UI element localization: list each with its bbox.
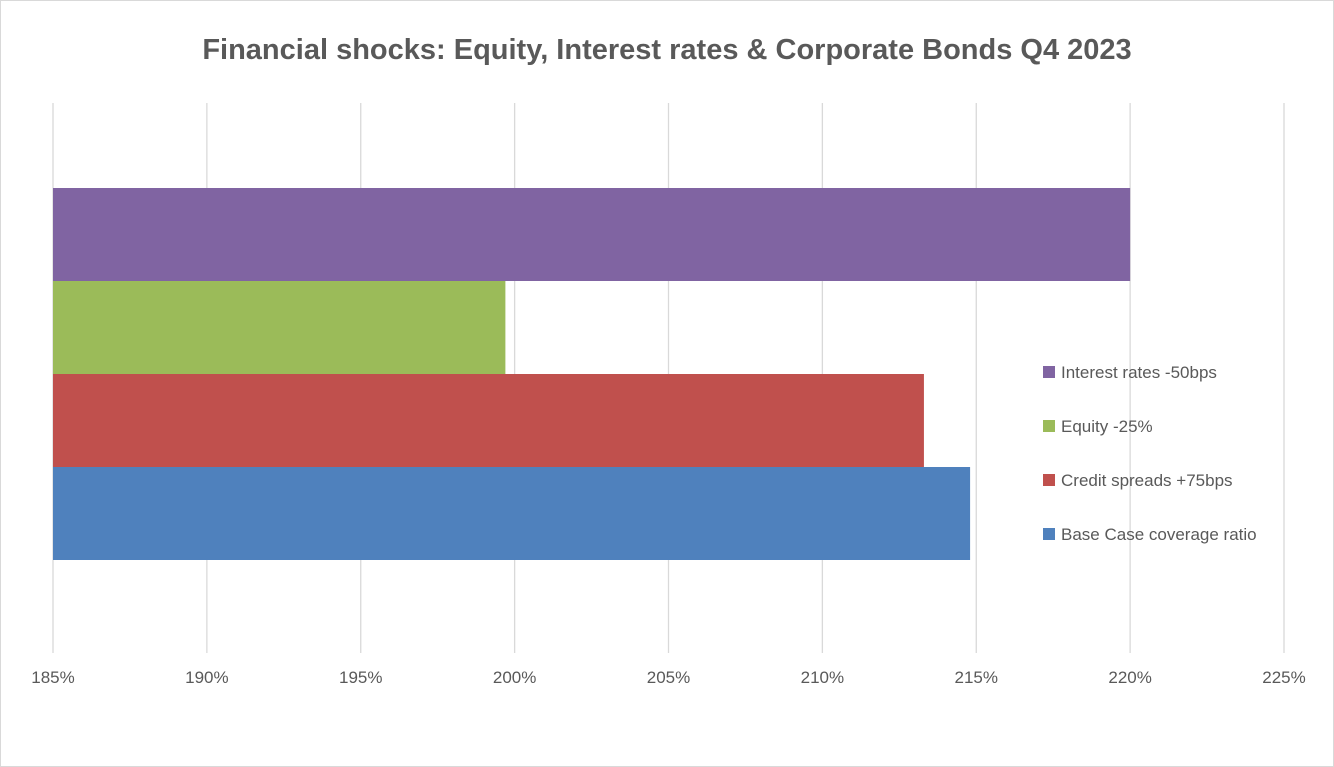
legend: Interest rates -50bps Equity -25% Credit s…	[1043, 363, 1257, 544]
legend-swatch	[1043, 474, 1055, 486]
x-axis-ticks: 185% 190% 195% 200% 205% 210% 215% 220% 225%	[31, 668, 1305, 687]
x-tick-label: 185%	[31, 668, 74, 687]
bar	[53, 188, 1131, 281]
legend-label: Base Case coverage ratio	[1061, 525, 1257, 544]
legend-swatch	[1043, 420, 1055, 432]
bar	[53, 467, 971, 560]
legend-swatch	[1043, 366, 1055, 378]
x-tick-label: 190%	[185, 668, 228, 687]
x-tick-label: 225%	[1262, 668, 1305, 687]
bars	[53, 188, 1131, 560]
x-tick-label: 210%	[801, 668, 844, 687]
x-tick-label: 215%	[955, 668, 998, 687]
bar	[53, 281, 506, 374]
bar	[53, 374, 924, 467]
legend-swatch	[1043, 528, 1055, 540]
legend-label: Credit spreads +75bps	[1061, 471, 1233, 490]
x-tick-label: 195%	[339, 668, 382, 687]
x-tick-label: 200%	[493, 668, 536, 687]
legend-label: Interest rates -50bps	[1061, 363, 1217, 382]
chart-title: Financial shocks: Equity, Interest rates…	[202, 34, 1131, 66]
legend-label: Equity -25%	[1061, 417, 1153, 436]
x-tick-label: 220%	[1108, 668, 1151, 687]
x-tick-label: 205%	[647, 668, 690, 687]
